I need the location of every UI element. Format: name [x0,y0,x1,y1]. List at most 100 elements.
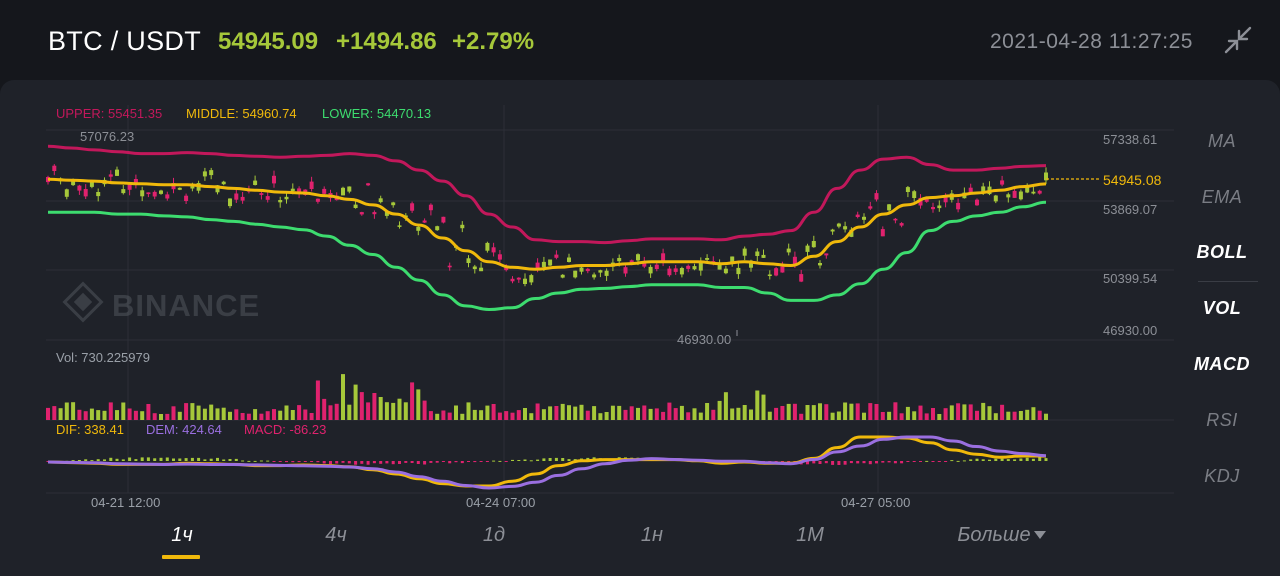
macd-bar [542,458,546,461]
volume-bar [290,410,295,420]
volume-bar [504,411,509,420]
timeframe-1m[interactable]: 1М [796,524,824,546]
candle-body [391,202,396,206]
indicator-ema[interactable]: EMA [1201,187,1243,207]
macd-bar [492,460,496,462]
volume-bar [466,402,471,420]
volume-bar [585,410,590,420]
candle-body [384,211,389,216]
volume-bar [516,410,521,420]
candle-body [761,254,766,258]
volume-bar [937,414,942,420]
candle-body [523,278,527,284]
candle-body [497,254,502,260]
macd-bar [316,461,320,463]
indicator-ma[interactable]: MA [1208,131,1236,151]
candle-body [359,212,364,215]
volume-bar [460,413,465,420]
macd-bar [241,460,245,462]
macd-bar [1000,458,1004,461]
candle-body [378,198,383,203]
volume-bar [661,411,666,420]
volume-bar [447,412,452,420]
price-change: +1494.86 [336,28,437,55]
candle-body [146,192,151,195]
volume-bar [855,403,860,420]
macd-bar [523,459,527,461]
volume-bar [1012,411,1017,420]
candle-body [692,266,697,270]
volume-bar [246,413,251,420]
candle-body [535,262,540,269]
volume-bar [529,413,534,420]
volume-bar [184,403,189,420]
grid [46,105,1174,494]
candle-body [272,175,276,184]
trading-pair[interactable]: BTC / USDT [48,26,202,56]
indicator-rsi[interactable]: RSI [1206,410,1238,430]
macd-bar [140,457,144,461]
volume-bar [297,405,302,420]
macd-bar [416,461,420,464]
macd-bar [253,460,257,462]
timeframe-4h[interactable]: 4ч [325,524,347,546]
macd-bar [77,460,81,461]
indicator-kdj[interactable]: KDJ [1204,466,1240,486]
volume-bar [523,408,527,420]
volume-bar [824,404,829,420]
volume-bar [792,403,797,420]
volume-bar [171,406,176,420]
volume-bar [1006,411,1011,420]
price-tick: 46930.00 [1103,323,1158,338]
volume-bar [177,411,182,420]
volume-bar [993,413,998,420]
candle-body [736,267,741,275]
volume-bar [497,412,502,420]
candle-body [115,169,119,176]
macd-bar [824,461,828,464]
volume-bar [535,403,540,420]
indicator-boll[interactable]: BOLL [1196,242,1248,262]
macd-bar [96,459,100,461]
timeframe-more[interactable]: Больше [954,524,1034,547]
binance-logo-watermark [62,281,104,323]
macd-bar [554,457,558,461]
volume-bar [648,408,653,420]
candle-body [705,258,710,260]
indicator-vol[interactable]: VOL [1202,298,1242,318]
chevron-down-icon[interactable] [1034,531,1046,540]
volume-bar [830,412,835,420]
candle-body [792,256,797,265]
macd-bar [448,461,452,464]
middle-band-line [47,177,1047,271]
macd-bar [329,461,332,465]
candle-body [617,258,622,262]
time-tick: 04-24 07:00 [466,495,536,510]
macd-bar [190,457,194,461]
candle-body [805,245,810,252]
timeframe-1d[interactable]: 1д [482,524,506,546]
volume-bar [334,403,339,420]
timeframe-1h[interactable]: 1ч [171,524,193,546]
volume-bar [912,411,917,420]
macd-bar [1031,458,1035,461]
candle-body [347,186,352,192]
candle-body [529,275,534,283]
candle-body [221,181,226,185]
shrink-arrows-icon[interactable] [1224,26,1252,54]
macd-bar [71,460,75,462]
macd-bar [900,461,904,464]
candle-body [184,195,189,201]
candle-body [278,200,283,203]
volume-bar [711,409,716,420]
candle-body [836,223,841,227]
macd-bar [875,461,878,464]
volume-bar [121,402,126,420]
candle-body [654,264,659,269]
volume-bar [1018,411,1023,420]
timeframe-1w[interactable]: 1н [640,524,664,546]
volume-bar [341,374,345,420]
indicator-macd[interactable]: MACD [1194,354,1250,374]
